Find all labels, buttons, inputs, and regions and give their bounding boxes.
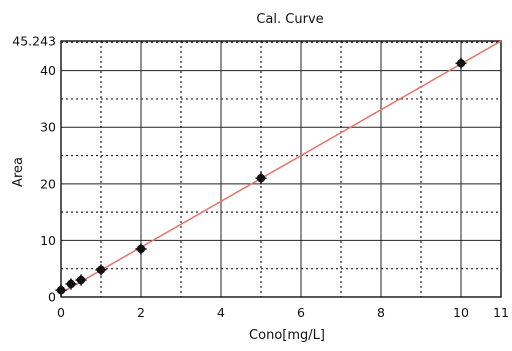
y-tick-label: 40 <box>40 63 56 78</box>
y-tick-label: 0 <box>48 290 56 305</box>
data-point-cross <box>95 264 107 276</box>
y-tick-label: 20 <box>40 176 56 191</box>
x-tick-label: 8 <box>377 305 385 320</box>
data-point <box>455 57 467 69</box>
data-point-cross <box>135 243 147 255</box>
y-tick-label: 10 <box>40 233 56 248</box>
x-tick-label: 10 <box>453 305 469 320</box>
y-tick-label: 30 <box>40 120 56 135</box>
data-point <box>255 172 267 184</box>
data-point <box>135 243 147 255</box>
x-tick-label: 11 <box>493 305 509 320</box>
plot-area: 0 2 4 6 8 10 11 0 10 20 30 40 45.243 <box>12 34 509 321</box>
data-point-cross <box>255 172 267 184</box>
y-axis-title: Area <box>11 157 26 187</box>
y-tick-label: 45.243 <box>12 34 56 49</box>
x-tick-label: 4 <box>217 305 225 320</box>
data-point <box>95 264 107 276</box>
x-axis-title: Cono[mg/L] <box>249 328 325 343</box>
plot-frame <box>60 40 502 298</box>
data-point <box>55 284 67 296</box>
data-point-cross <box>55 284 67 296</box>
x-tick-label: 0 <box>57 305 65 320</box>
data-point <box>65 278 77 290</box>
chart-title: Cal. Curve <box>256 12 323 27</box>
data-point <box>75 274 87 286</box>
x-tick-label: 6 <box>297 305 305 320</box>
data-point-cross <box>65 278 77 290</box>
fit-line <box>60 40 502 294</box>
data-point-cross <box>75 274 87 286</box>
data-point-cross <box>455 57 467 69</box>
x-tick-label: 2 <box>137 305 145 320</box>
